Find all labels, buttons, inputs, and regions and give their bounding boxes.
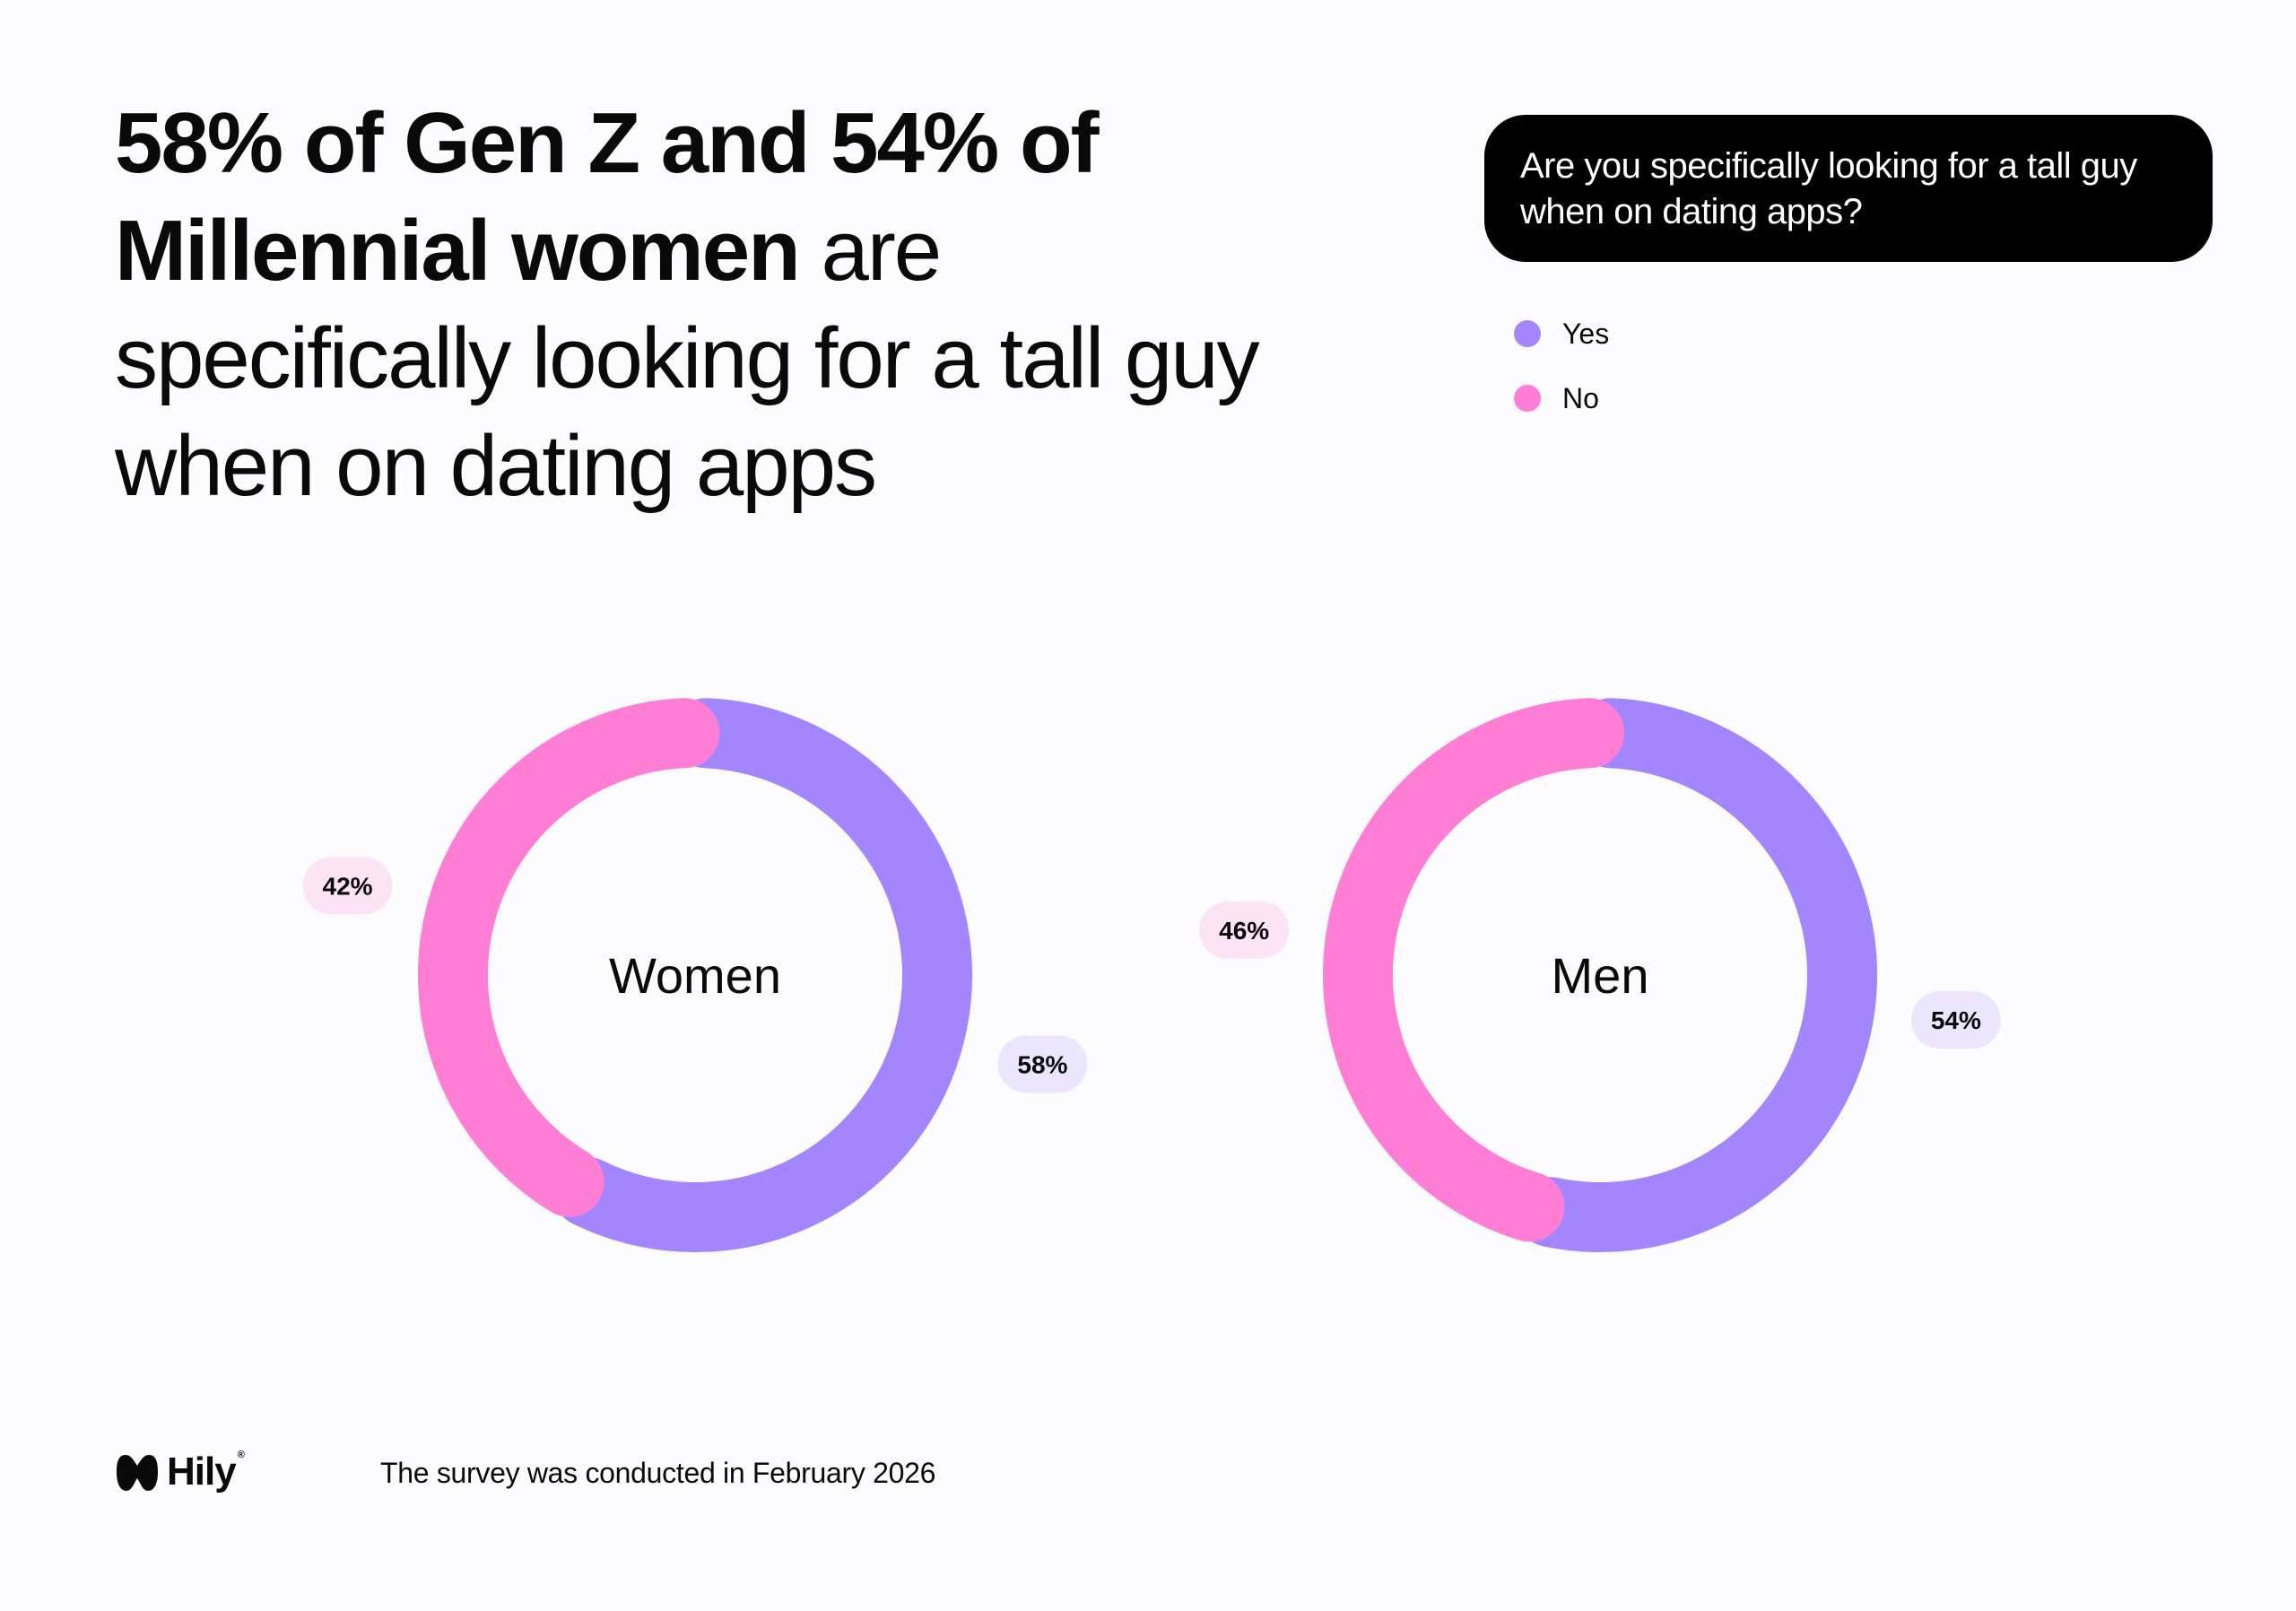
legend-item-yes: Yes: [1514, 301, 1609, 366]
headline-bold-line-1: 58% of Gen Z and 54% of: [115, 95, 1100, 191]
hily-logo-icon: [117, 1455, 158, 1491]
survey-note: The survey was conducted in February 202…: [380, 1457, 936, 1489]
men-no-value-label: 46%: [1199, 901, 1290, 959]
men-yes-segment: [1515, 698, 1877, 1252]
men-no-value-pill: [1199, 901, 1290, 959]
brand-name-text: Hily: [167, 1450, 237, 1493]
headline: 58% of Gen Z and 54% of Millennial women …: [115, 90, 1442, 520]
women-no-value-label: 42%: [302, 857, 393, 915]
women-no-segment: [418, 698, 720, 1217]
legend-label-no: No: [1562, 381, 1599, 414]
legend-dot-yes: [1514, 320, 1541, 347]
women-yes-value-pill: [997, 1035, 1088, 1093]
brand-logo: Hily ®: [115, 1450, 245, 1494]
men-no-value-text: 46%: [1219, 917, 1269, 945]
brand-name: Hily ®: [167, 1450, 245, 1494]
women-yes-value-text: 58%: [1017, 1050, 1067, 1078]
legend-label-yes: Yes: [1562, 317, 1610, 350]
men-no-segment: [1323, 698, 1625, 1242]
men-yes-value-text: 54%: [1931, 1006, 1981, 1034]
legend: Yes No: [1514, 301, 1609, 431]
brand-registered-mark: ®: [237, 1450, 245, 1460]
headline-line-4: when on dating apps: [115, 418, 877, 514]
headline-line-3: specifically looking for a tall guy: [115, 310, 1260, 406]
men-chart-title: Men: [1552, 947, 1649, 1004]
women-no-value-pill: [302, 857, 393, 915]
headline-regular-line-2: are: [798, 203, 942, 299]
headline-bold-line-2: Millennial women: [115, 203, 801, 299]
women-yes-value-label: 58%: [997, 1035, 1088, 1093]
women-no-value-text: 42%: [323, 873, 373, 901]
men-yes-value-label: 54%: [1910, 991, 2001, 1049]
question-box: Are you specifically looking for a tall …: [1484, 115, 2213, 262]
women-yes-segment: [552, 698, 972, 1252]
legend-item-no: No: [1514, 366, 1609, 431]
men-yes-value-pill: [1910, 991, 2001, 1049]
legend-dot-no: [1514, 385, 1541, 412]
women-chart-title: Women: [609, 947, 781, 1004]
